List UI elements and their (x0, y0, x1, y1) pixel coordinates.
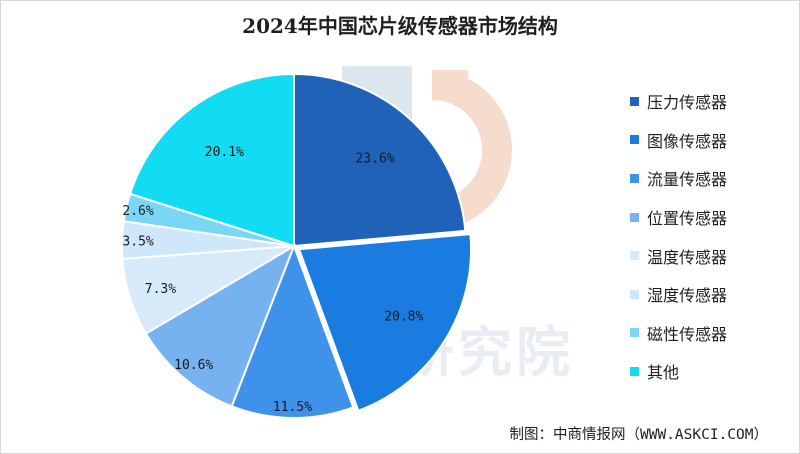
chart-legend: 压力传感器图像传感器流量传感器位置传感器温度传感器湿度传感器磁性传感器其他 (630, 82, 727, 391)
legend-item: 磁性传感器 (630, 314, 727, 353)
slice-label: 23.6% (355, 151, 394, 166)
slice-label: 11.5% (273, 400, 312, 415)
legend-label: 流量传感器 (647, 170, 728, 190)
legend-swatch (630, 251, 639, 261)
pie-slice (230, 243, 355, 419)
legend-swatch (630, 173, 639, 183)
pie-slice (144, 243, 296, 408)
chart-title: 2024年中国芯片级传感器市场结构 (242, 14, 558, 38)
slice-label: 20.1% (205, 145, 244, 160)
slice-label: 7.3% (145, 282, 176, 297)
slice-label: 2.6% (122, 204, 153, 219)
legend-label: 图像传感器 (647, 131, 728, 151)
legend-label: 温度传感器 (647, 247, 728, 267)
legend-swatch (630, 289, 639, 299)
slice-label: 20.8% (384, 310, 423, 325)
pie-slice (128, 72, 295, 248)
legend-swatch (630, 135, 639, 145)
legend-swatch (630, 366, 639, 376)
slice-label: 3.5% (122, 235, 153, 250)
legend-item: 流量传感器 (630, 159, 727, 198)
legend-item: 温度传感器 (630, 236, 727, 275)
legend-label: 其他 (647, 363, 680, 383)
legend-item: 图像传感器 (630, 121, 727, 160)
legend-item: 湿度传感器 (630, 275, 727, 314)
pie-slices (121, 72, 473, 419)
legend-label: 压力传感器 (647, 93, 728, 113)
legend-swatch (630, 328, 639, 338)
source-note: 制图：中商情报网（WWW.ASKCI.COM） (509, 427, 769, 443)
pie-slice (293, 72, 467, 248)
legend-label: 湿度传感器 (647, 286, 728, 306)
legend-item: 位置传感器 (630, 198, 727, 237)
legend-label: 位置传感器 (647, 209, 728, 229)
legend-item: 压力传感器 (630, 82, 727, 121)
legend-swatch (630, 212, 639, 222)
pie-slice (297, 233, 473, 412)
slice-label: 10.6% (174, 358, 213, 373)
pie-labels: 23.6% 20.8% 11.5% 10.6% 7.3% 3.5% 2.6% 20.1% (122, 145, 423, 415)
legend-item: 其他 (630, 352, 727, 391)
legend-swatch (630, 96, 639, 106)
legend-label: 磁性传感器 (647, 324, 728, 344)
